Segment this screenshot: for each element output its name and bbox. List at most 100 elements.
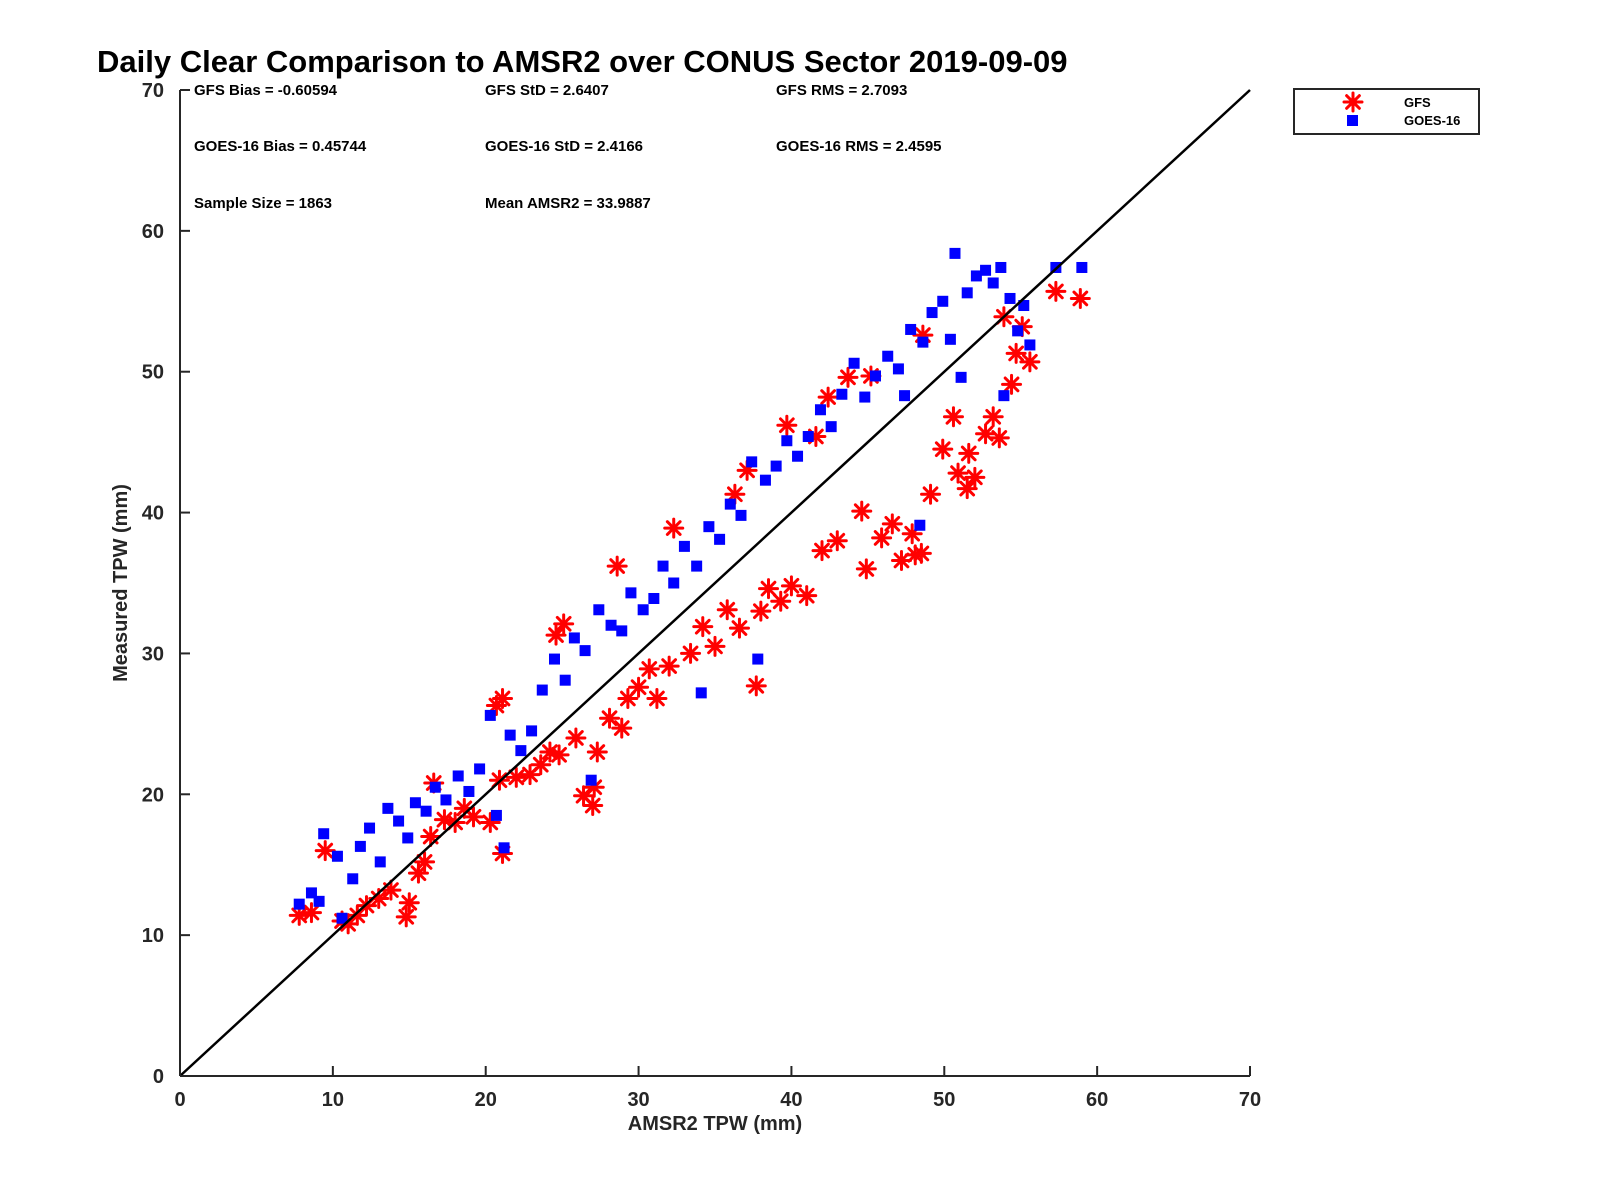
gfs-point	[728, 617, 750, 639]
goes16-point	[955, 371, 967, 383]
y-tick-label: 40	[142, 503, 164, 525]
goes16-point	[892, 363, 904, 375]
goes16-point	[429, 781, 441, 793]
y-tick-label: 60	[142, 221, 164, 243]
gfs-point	[1045, 280, 1067, 302]
x-axis-label: AMSR2 TPW (mm)	[628, 1113, 802, 1135]
goes16-point	[440, 794, 452, 806]
gfs-point	[837, 366, 859, 388]
stat-gfs-bias: GFS Bias = -0.60594	[194, 82, 338, 99]
stat-goes-bias: GOES-16 Bias = 0.45744	[194, 138, 367, 155]
gfs-point	[811, 540, 833, 562]
gfs-point	[910, 542, 932, 564]
goes16-point	[836, 388, 848, 400]
goes16-point	[944, 333, 956, 345]
gfs-point	[420, 826, 442, 848]
goes16-point	[568, 632, 580, 644]
goes16-point	[792, 450, 804, 462]
goes16-point	[293, 898, 305, 910]
x-tick-label: 30	[627, 1089, 649, 1111]
gfs-point	[745, 675, 767, 697]
gfs-point	[414, 851, 436, 873]
gfs-series	[288, 280, 1091, 935]
gfs-point	[1019, 351, 1041, 373]
gfs-point	[300, 902, 322, 924]
x-tick-label: 20	[475, 1089, 497, 1111]
one-to-one-line	[179, 89, 1251, 1077]
goes16-point	[814, 404, 826, 416]
goes16-point	[549, 653, 560, 665]
goes16-point	[526, 725, 538, 737]
gfs-point	[380, 879, 402, 901]
goes16-point	[1018, 300, 1030, 312]
stat-gfs-std: GFS StD = 2.6407	[485, 82, 609, 99]
goes16-point	[678, 540, 690, 552]
goes16-point	[331, 850, 343, 862]
gfs-point	[1005, 342, 1027, 364]
goes16-point	[980, 264, 992, 276]
goes16-point	[318, 828, 330, 840]
goes16-point	[374, 856, 386, 868]
goes16-point	[452, 770, 464, 782]
stats-block: GFS Bias = -0.60594 GFS StD = 2.6407 GFS…	[194, 82, 942, 212]
gfs-point	[492, 688, 514, 710]
gfs-point	[314, 840, 336, 862]
y-tick-label: 20	[142, 784, 164, 806]
goes16-point	[735, 509, 747, 521]
legend: GFS GOES-16	[1293, 88, 1480, 135]
gfs-point	[692, 616, 714, 638]
gfs-point	[1069, 287, 1091, 309]
gfs-point	[628, 676, 650, 698]
gfs-point	[398, 892, 420, 914]
gfs-point	[982, 406, 1004, 428]
gfs-point	[704, 635, 726, 657]
goes16-point	[305, 887, 317, 899]
gfs-point	[395, 906, 417, 928]
gfs-point	[776, 414, 798, 436]
goes16-point	[914, 519, 926, 531]
goes16-point	[313, 895, 325, 907]
chart-title: Daily Clear Comparison to AMSR2 over CON…	[97, 44, 1068, 79]
gfs-point	[646, 688, 668, 710]
gfs-point	[796, 585, 818, 607]
legend-goes16-label: GOES-16	[1404, 113, 1460, 128]
gfs-point	[942, 406, 964, 428]
gfs-point	[680, 642, 702, 664]
legend-box	[1293, 88, 1480, 135]
goes16-point	[882, 350, 894, 362]
goes16-point	[825, 421, 837, 433]
goes16-point	[691, 560, 703, 572]
gfs-point	[780, 575, 802, 597]
goes16-point	[1004, 292, 1016, 304]
gfs-point	[855, 558, 877, 580]
goes16-point	[490, 809, 502, 821]
goes16-point	[802, 431, 814, 443]
goes16-point	[1012, 325, 1024, 337]
gfs-point	[611, 717, 633, 739]
gfs-point	[947, 462, 969, 484]
stat-goes-std: GOES-16 StD = 2.4166	[485, 138, 643, 155]
y-tick-label: 70	[142, 80, 164, 102]
goes16-point	[402, 832, 414, 844]
y-ticks: 0 10 20 30 40 50 60 70	[142, 80, 190, 1088]
goes16-point	[463, 785, 475, 797]
goes16-point	[848, 357, 860, 369]
goes16-point	[579, 645, 591, 657]
gfs-point	[975, 423, 997, 445]
gfs-point	[871, 527, 893, 549]
gfs-point	[545, 624, 567, 646]
plot-area	[179, 89, 1251, 1077]
gfs-point	[582, 795, 604, 817]
goes16-point	[515, 745, 527, 757]
gfs-point	[553, 613, 575, 635]
gfs-point	[505, 766, 527, 788]
goes16-point	[364, 822, 376, 834]
y-tick-label: 0	[153, 1066, 164, 1088]
legend-gfs-asterisk	[1342, 91, 1364, 113]
gfs-point	[988, 427, 1010, 449]
goes16-point	[354, 840, 366, 852]
goes16-point	[657, 560, 669, 572]
goes16-point	[504, 729, 516, 741]
